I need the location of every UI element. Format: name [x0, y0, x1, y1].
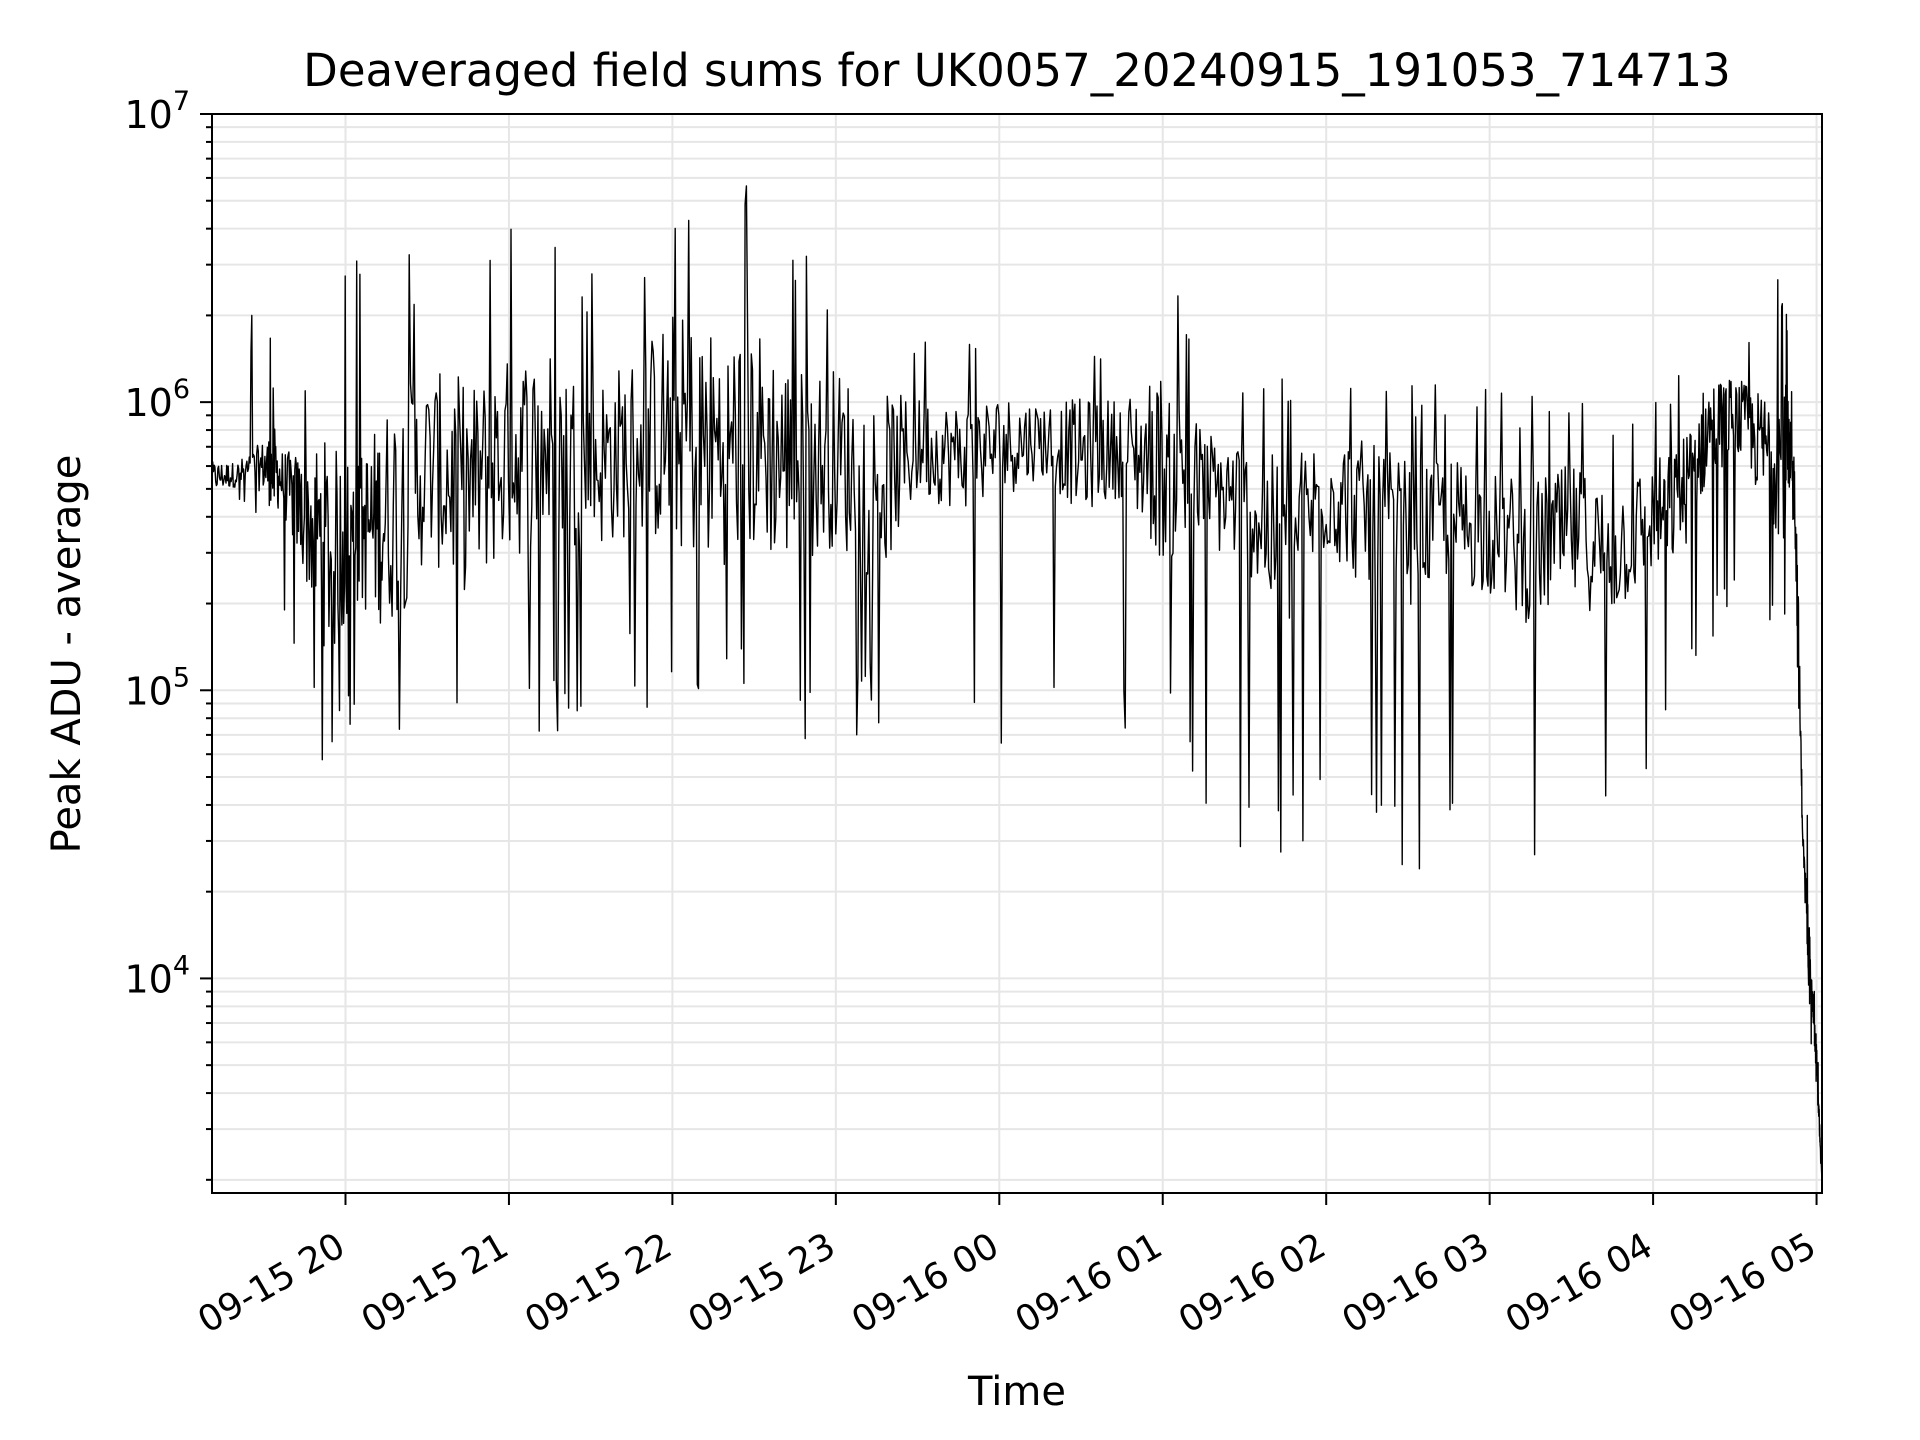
chart-title: Deaveraged field sums for UK0057_2024091…: [303, 44, 1731, 97]
y-tick-label: 107: [124, 86, 190, 137]
y-axis-label: Peak ADU - average: [44, 455, 90, 854]
plot-frame: [211, 113, 1823, 1194]
grid: [212, 113, 1822, 1193]
x-axis-label: Time: [967, 1369, 1066, 1415]
y-tick-label: 104: [124, 950, 190, 1001]
series-line: [211, 185, 1823, 1180]
data-series: [211, 185, 1823, 1180]
y-tick-label: 106: [124, 374, 190, 425]
y-tick-label: 105: [124, 662, 190, 713]
